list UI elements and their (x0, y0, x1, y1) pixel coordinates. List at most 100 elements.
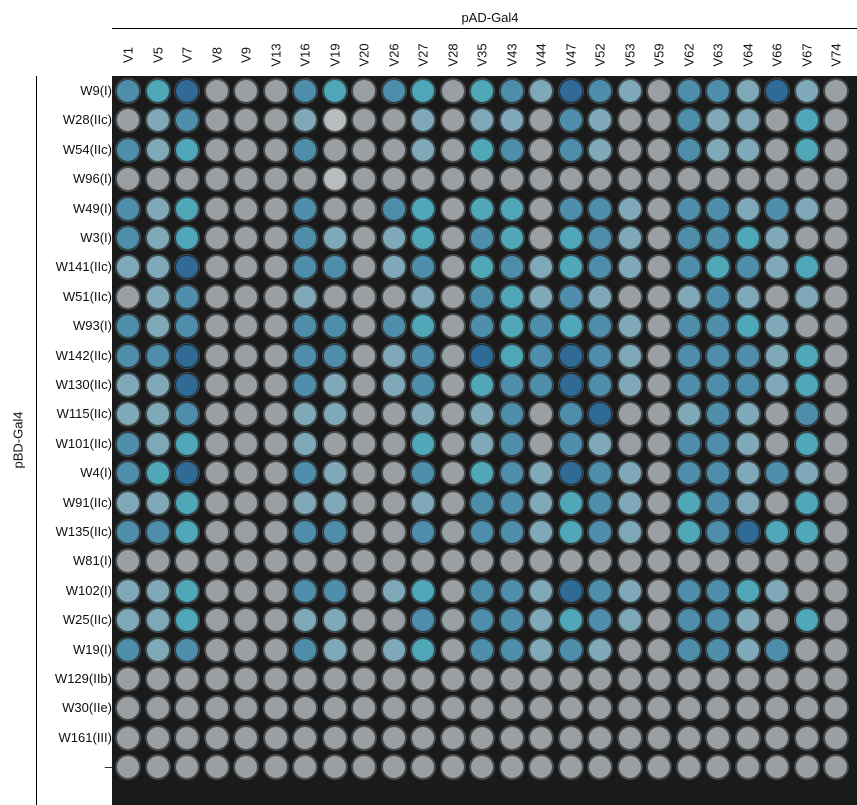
well (411, 637, 435, 662)
well (676, 343, 701, 368)
column-label: V63 (710, 43, 726, 67)
row-label: W130(IIc) (55, 377, 112, 392)
well (824, 108, 848, 133)
well (617, 755, 642, 780)
well (765, 578, 789, 603)
well (617, 696, 642, 721)
well (116, 431, 140, 456)
well (263, 314, 288, 339)
row-label: W96(I) (73, 171, 112, 187)
well (558, 137, 583, 162)
well (440, 255, 465, 280)
well (617, 637, 642, 662)
well (499, 137, 524, 162)
row-axis-line (36, 76, 37, 805)
well (824, 667, 848, 691)
row-label: W28(IIc) (62, 112, 112, 128)
well (440, 549, 465, 574)
well (794, 461, 819, 486)
well (322, 196, 347, 221)
well (617, 461, 642, 486)
well (529, 667, 553, 691)
well (352, 402, 376, 427)
well (411, 226, 435, 250)
well (735, 196, 760, 221)
well (529, 637, 553, 662)
well (322, 314, 347, 339)
well (263, 167, 288, 192)
well (381, 755, 406, 780)
well (765, 79, 789, 103)
well (322, 343, 347, 368)
well (381, 490, 406, 515)
well (440, 520, 465, 544)
well (558, 725, 583, 750)
well (647, 725, 671, 750)
well (145, 196, 170, 221)
well (794, 108, 819, 133)
well (175, 79, 199, 103)
well (263, 755, 288, 780)
well (440, 226, 465, 250)
well (440, 137, 465, 162)
well (440, 373, 465, 397)
well (293, 314, 317, 339)
well (676, 226, 701, 250)
well (145, 79, 170, 103)
well (352, 284, 376, 309)
well (470, 79, 494, 103)
well (706, 490, 730, 515)
well (647, 255, 671, 280)
well (647, 196, 671, 221)
well (204, 431, 229, 456)
well (440, 755, 465, 780)
well (116, 608, 140, 633)
well (676, 755, 701, 780)
well (558, 196, 583, 221)
well (440, 108, 465, 133)
well (794, 608, 819, 633)
well (676, 637, 701, 662)
well (588, 196, 612, 221)
well (765, 725, 789, 750)
well (765, 343, 789, 368)
well (293, 79, 317, 103)
well (676, 284, 701, 309)
well (765, 255, 789, 280)
well (588, 373, 612, 397)
well (735, 343, 760, 368)
well (411, 755, 435, 780)
well (322, 431, 347, 456)
well (204, 578, 229, 603)
row-label: W3(I) (80, 230, 112, 245)
well (381, 549, 406, 574)
column-label: V5 (150, 47, 165, 63)
well (116, 79, 140, 103)
well (499, 667, 524, 691)
well (706, 696, 730, 721)
well (765, 373, 789, 397)
well (263, 725, 288, 750)
well (263, 461, 288, 486)
well (381, 373, 406, 397)
column-label: V47 (563, 43, 578, 67)
well (588, 343, 612, 368)
well (676, 696, 701, 721)
well (499, 343, 524, 368)
well (676, 608, 701, 633)
well (411, 696, 435, 721)
well (588, 108, 612, 133)
well (499, 373, 524, 397)
well (175, 637, 199, 662)
well (735, 373, 760, 397)
well (765, 667, 789, 691)
well (204, 196, 229, 221)
well (411, 137, 435, 162)
well (617, 373, 642, 397)
well (145, 431, 170, 456)
well (765, 549, 789, 574)
well (470, 343, 494, 368)
well (735, 284, 760, 309)
well (322, 755, 347, 780)
well (234, 137, 258, 162)
